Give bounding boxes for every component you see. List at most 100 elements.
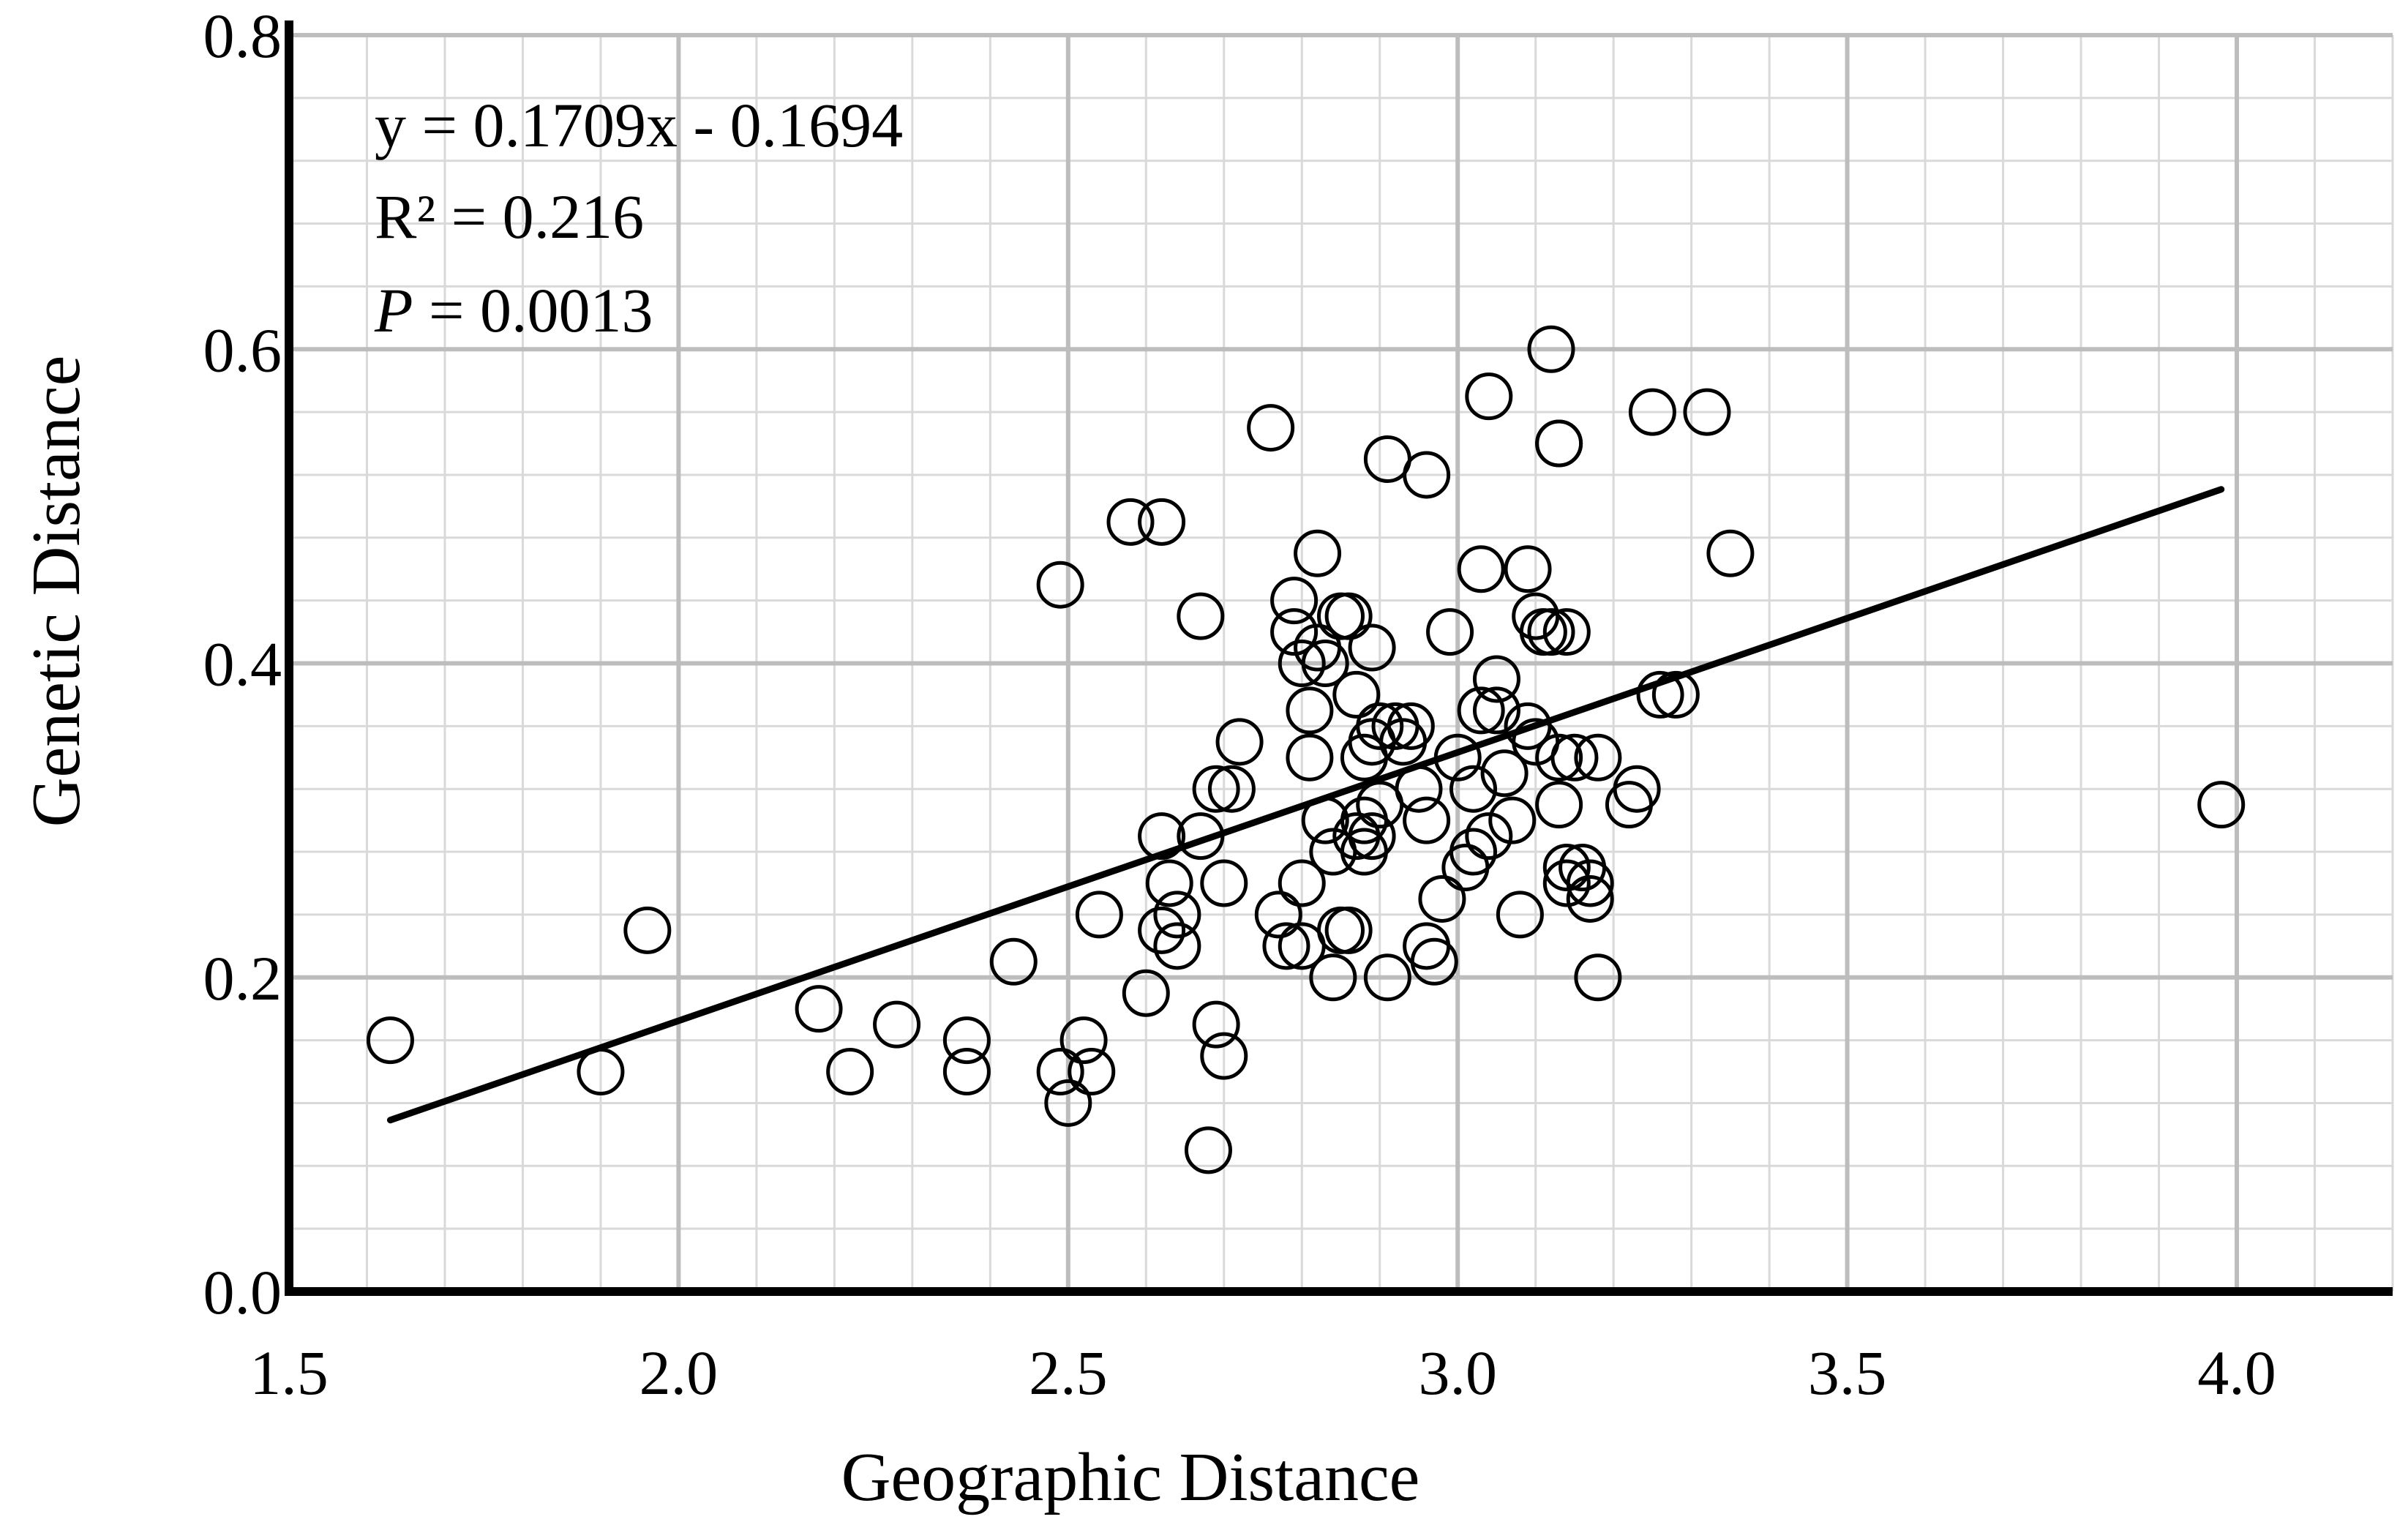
y-tick-label: 0.6	[203, 315, 282, 385]
data-point	[1262, 922, 1310, 970]
data-point	[1138, 812, 1186, 861]
data-point	[1535, 733, 1583, 782]
regression-equation: y = 0.1709x - 0.1694	[375, 90, 903, 160]
data-point	[1200, 1032, 1248, 1080]
data-point	[1465, 812, 1513, 861]
data-point	[1550, 733, 1599, 782]
y-tick-label: 0.0	[203, 1257, 282, 1327]
data-point	[989, 937, 1038, 986]
p-value: = 0.0013	[413, 275, 653, 345]
data-point	[1542, 844, 1591, 892]
data-point	[1535, 781, 1583, 829]
data-point	[1177, 592, 1225, 640]
data-point	[1472, 686, 1520, 735]
data-point	[1457, 545, 1505, 593]
data-point	[1247, 404, 1295, 452]
data-point	[1286, 686, 1334, 735]
data-points	[366, 325, 2246, 1174]
data-point	[1122, 969, 1170, 1017]
data-point	[795, 985, 843, 1033]
p-value-annotation: P = 0.0013	[374, 275, 653, 345]
data-point	[1200, 859, 1248, 907]
data-point	[623, 906, 672, 954]
data-point	[1075, 891, 1123, 939]
data-point	[1348, 623, 1396, 672]
data-point	[1215, 718, 1264, 766]
data-point	[1138, 498, 1186, 546]
data-point	[1348, 812, 1396, 861]
data-point	[1488, 796, 1537, 844]
data-point	[1574, 953, 1622, 1002]
data-point	[1457, 686, 1505, 735]
data-point	[1683, 388, 1731, 436]
data-point	[1480, 749, 1529, 798]
data-point	[1403, 796, 1451, 844]
data-point	[1254, 891, 1302, 939]
data-point	[1449, 828, 1498, 876]
data-point	[1527, 608, 1575, 656]
data-point	[1535, 419, 1583, 468]
data-point	[1574, 733, 1622, 782]
data-point	[1138, 906, 1186, 954]
data-point	[2197, 781, 2246, 829]
data-point	[1613, 765, 1661, 813]
data-point	[366, 1016, 414, 1065]
x-axis-title: Geographic Distance	[841, 1439, 1420, 1515]
data-point	[1036, 1048, 1084, 1096]
data-point	[1403, 451, 1451, 499]
data-point	[1270, 608, 1319, 656]
data-point	[1356, 702, 1404, 750]
data-point	[1426, 608, 1474, 656]
data-point	[1387, 702, 1435, 750]
data-point	[873, 1000, 921, 1049]
data-point	[1192, 765, 1240, 813]
data-point	[1184, 1126, 1232, 1174]
data-point	[1145, 859, 1193, 907]
x-tick-label: 1.5	[250, 1338, 329, 1408]
data-point	[1153, 891, 1201, 939]
x-tick-labels: 1.5 2.0 2.5 3.0 3.5 4.0	[250, 1338, 2276, 1408]
data-point	[1496, 891, 1544, 939]
data-point	[1294, 529, 1342, 577]
data-point	[1192, 1000, 1240, 1049]
y-tick-label: 0.2	[203, 943, 282, 1013]
data-point	[1636, 670, 1684, 719]
data-point	[942, 1048, 991, 1096]
data-point	[1527, 325, 1575, 373]
data-point	[1324, 906, 1373, 954]
data-point	[1363, 953, 1411, 1002]
data-point	[1465, 372, 1513, 421]
data-point	[1418, 874, 1466, 923]
y-tick-label: 0.8	[203, 1, 282, 71]
y-tick-labels: 0.0 0.2 0.4 0.6 0.8	[203, 1, 282, 1327]
data-point	[1044, 1079, 1092, 1127]
y-tick-label: 0.4	[203, 629, 282, 700]
data-point	[1324, 592, 1373, 640]
x-tick-label: 3.5	[1808, 1338, 1887, 1408]
y-axis-title: Genetic Distance	[18, 356, 94, 828]
trendline	[386, 486, 2225, 1124]
data-point	[1309, 953, 1357, 1002]
data-point	[1706, 529, 1755, 577]
data-point	[1472, 655, 1520, 703]
p-label: P	[374, 275, 413, 345]
data-point	[1542, 608, 1591, 656]
x-tick-label: 2.0	[639, 1338, 719, 1408]
data-point	[1036, 561, 1084, 609]
data-point	[826, 1048, 874, 1096]
data-point	[1542, 859, 1591, 907]
data-point	[1153, 922, 1201, 970]
data-point	[1410, 937, 1458, 986]
data-point	[1286, 733, 1334, 782]
data-point	[1566, 859, 1614, 907]
data-point	[1068, 1048, 1116, 1096]
data-point	[1278, 640, 1326, 687]
data-point	[1106, 498, 1155, 546]
data-point	[1332, 670, 1381, 719]
data-point	[1207, 765, 1256, 813]
x-tick-label: 3.0	[1418, 1338, 1497, 1408]
x-tick-label: 4.0	[2197, 1338, 2276, 1408]
data-point	[1278, 859, 1326, 907]
data-point	[942, 1016, 991, 1065]
